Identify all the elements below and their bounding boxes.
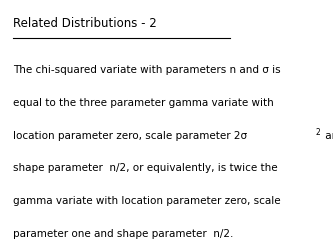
Text: gamma variate with location parameter zero, scale: gamma variate with location parameter ze…	[13, 196, 281, 206]
Text: equal to the three parameter gamma variate with: equal to the three parameter gamma varia…	[13, 98, 274, 108]
Text: 2: 2	[315, 128, 320, 137]
Text: shape parameter  n/2, or equivalently, is twice the: shape parameter n/2, or equivalently, is…	[13, 163, 278, 173]
Text: location parameter zero, scale parameter 2σ: location parameter zero, scale parameter…	[13, 131, 247, 141]
Text: parameter one and shape parameter  n/2.: parameter one and shape parameter n/2.	[13, 229, 234, 239]
Text: and: and	[322, 131, 333, 141]
Text: The chi-squared variate with parameters n and σ is: The chi-squared variate with parameters …	[13, 65, 281, 75]
Text: Related Distributions - 2: Related Distributions - 2	[13, 17, 157, 30]
